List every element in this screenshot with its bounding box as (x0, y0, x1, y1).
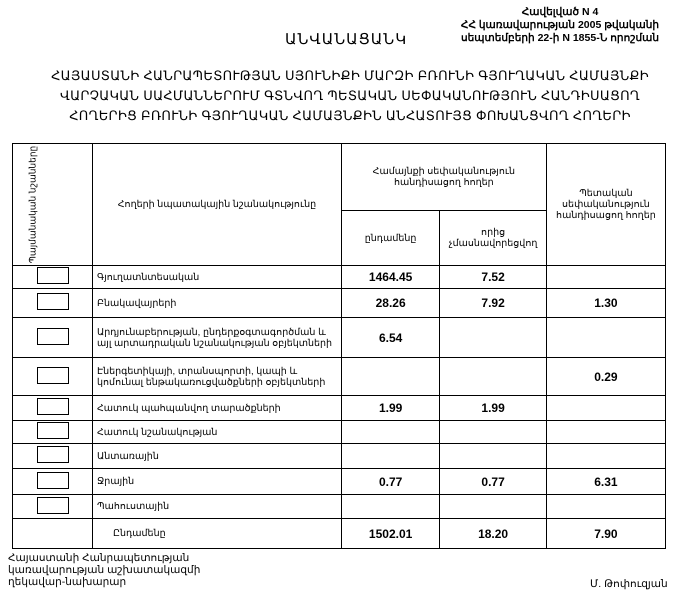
total-cell: 1.99 (340, 395, 441, 421)
annex-note: Հավելված N 4 ՀՀ կառավարության 2005 թվակա… (440, 6, 680, 45)
total-cell: 1464.45 (340, 265, 441, 289)
purpose-cell: Գյուղատնտեսական (92, 265, 342, 289)
non-privatized-cell: 1.99 (439, 395, 547, 421)
legend-symbol-box (36, 398, 69, 415)
total-cell: 0.77 (340, 468, 441, 495)
legend-symbol-box (36, 366, 69, 384)
document-heading: ՀԱՅԱՍՏԱՆԻ ՀԱՆՐԱՊԵՏՈՒԹՅԱՆ ՍՅՈՒՆԻՔԻ ՄԱՐԶԻ … (10, 66, 690, 126)
total-cell (340, 357, 441, 396)
signatory-line: ղեկավար-նախարար (8, 576, 127, 588)
signatory-name: Մ. Թոփուզյան (590, 578, 668, 590)
header-state: Պետական սեփականություն հանդիսացող հողեր (545, 143, 667, 266)
state-cell: 1.30 (545, 288, 667, 318)
signatory-title: Հայաստանի Հանրապետության կառավարության ա… (8, 552, 200, 588)
symbol-cell (12, 420, 93, 444)
header-non-privatized: որից չմասնավորեցվող (439, 210, 547, 266)
table-row: Բնակավայրերի 28.26 7.92 1.30 (12, 288, 667, 318)
purpose-cell: Անտառային (92, 443, 342, 469)
totals-label: Ընդամենը (92, 518, 342, 549)
symbol-cell (12, 494, 93, 519)
symbol-cell (12, 317, 93, 358)
symbol-cell (12, 468, 93, 495)
totals-state: 7.90 (545, 518, 667, 549)
symbol-cell (12, 443, 93, 469)
signatory-line: Հայաստանի Հանրապետության (8, 552, 190, 564)
total-cell: 28.26 (340, 288, 441, 318)
symbol-cell (12, 395, 93, 421)
table-row: Արդյունաբերության, ընդերքօգտագործման և ա… (12, 317, 667, 358)
state-cell (545, 395, 667, 421)
purpose-cell: Հատուկ պահպանվող տարածքների (92, 395, 342, 421)
totals-row: Ընդամենը 1502.01 18.20 7.90 (12, 518, 667, 549)
state-cell (545, 420, 667, 444)
symbol-cell (12, 357, 93, 396)
non-privatized-cell (439, 357, 547, 396)
annex-line: սեպտեմբերի 22-ի N 1855-Ն որոշման (460, 32, 660, 44)
legend-symbol-box (36, 422, 69, 439)
table-row: Պահուստային (12, 494, 667, 519)
totals-total: 1502.01 (340, 518, 441, 549)
document-title: ԱՆՎԱՆԱՑԱՆԿ (285, 31, 408, 48)
legend-symbol-box (36, 496, 69, 514)
total-cell (340, 420, 441, 444)
total-cell (340, 443, 441, 469)
heading-line: ՀՈՂԵՐԻՑ ԲՌՈՒՆԻ ԳՅՈՒՂԱԿԱՆ ՀԱՄԱՅՆՔԻՆ ԱՆՀԱՏ… (69, 108, 631, 123)
non-privatized-cell (439, 317, 547, 358)
state-cell: 0.29 (545, 357, 667, 396)
state-cell: 6.31 (545, 468, 667, 495)
table-row: Անտառային (12, 443, 667, 469)
header-total: ընդամենը (340, 210, 441, 266)
non-privatized-cell (439, 443, 547, 469)
signatory-line: կառավարության աշխատակազմի (8, 564, 201, 576)
land-table: Պայմանական նշանները Հողերի նպատակային նշ… (12, 143, 667, 549)
state-cell (545, 265, 667, 289)
legend-symbol-box (36, 327, 69, 345)
non-privatized-cell (439, 494, 547, 519)
state-cell (545, 317, 667, 358)
non-privatized-cell: 7.52 (439, 265, 547, 289)
legend-symbol-box (36, 293, 69, 310)
non-privatized-cell: 0.77 (439, 468, 547, 495)
symbol-cell (12, 265, 93, 289)
table-row: Գյուղատնտեսական 1464.45 7.52 (12, 265, 667, 289)
symbol-cell (12, 288, 93, 318)
non-privatized-cell: 7.92 (439, 288, 547, 318)
table-row: Ջրային 0.77 0.77 6.31 (12, 468, 667, 495)
legend-symbol-box (36, 267, 69, 284)
non-privatized-cell (439, 420, 547, 444)
header-community: Համայնքի սեփականություն հանդիսացող հողեր (340, 143, 547, 211)
header-purpose: Հողերի նպատակային նշանակությունը (92, 143, 342, 266)
purpose-cell: Արդյունաբերության, ընդերքօգտագործման և ա… (92, 317, 342, 358)
table-row: Էներգետիկայի, տրանսպորտի, կապի և կոմունա… (12, 357, 667, 396)
table-row: Հատուկ պահպանվող տարածքների 1.99 1.99 (12, 395, 667, 421)
state-cell (545, 443, 667, 469)
table-row: Հատուկ նշանակության (12, 420, 667, 444)
annex-line: ՀՀ կառավարության 2005 թվականի (460, 19, 660, 31)
total-cell: 6.54 (340, 317, 441, 358)
totals-non-privatized: 18.20 (439, 518, 547, 549)
annex-line: Հավելված N 4 (521, 6, 599, 18)
purpose-cell: Պահուստային (92, 494, 342, 519)
heading-line: ՎԱՐՉԱԿԱՆ ՍԱՀՄԱՆՆԵՐՈՒՄ ԳՏՆՎՈՂ ՊԵՏԱԿԱՆ ՍԵՓ… (59, 88, 641, 103)
state-cell (545, 494, 667, 519)
heading-line: ՀԱՅԱՍՏԱՆԻ ՀԱՆՐԱՊԵՏՈՒԹՅԱՆ ՍՅՈՒՆԻՔԻ ՄԱՐԶԻ … (51, 68, 649, 83)
purpose-cell: Էներգետիկայի, տրանսպորտի, կապի և կոմունա… (92, 357, 342, 396)
purpose-cell: Ջրային (92, 468, 342, 495)
total-cell (340, 494, 441, 519)
header-symbols: Պայմանական նշանները (12, 143, 93, 266)
legend-symbol-box (36, 446, 69, 463)
legend-symbol-box (36, 471, 69, 489)
purpose-cell: Հատուկ նշանակության (92, 420, 342, 444)
purpose-cell: Բնակավայրերի (92, 288, 342, 318)
